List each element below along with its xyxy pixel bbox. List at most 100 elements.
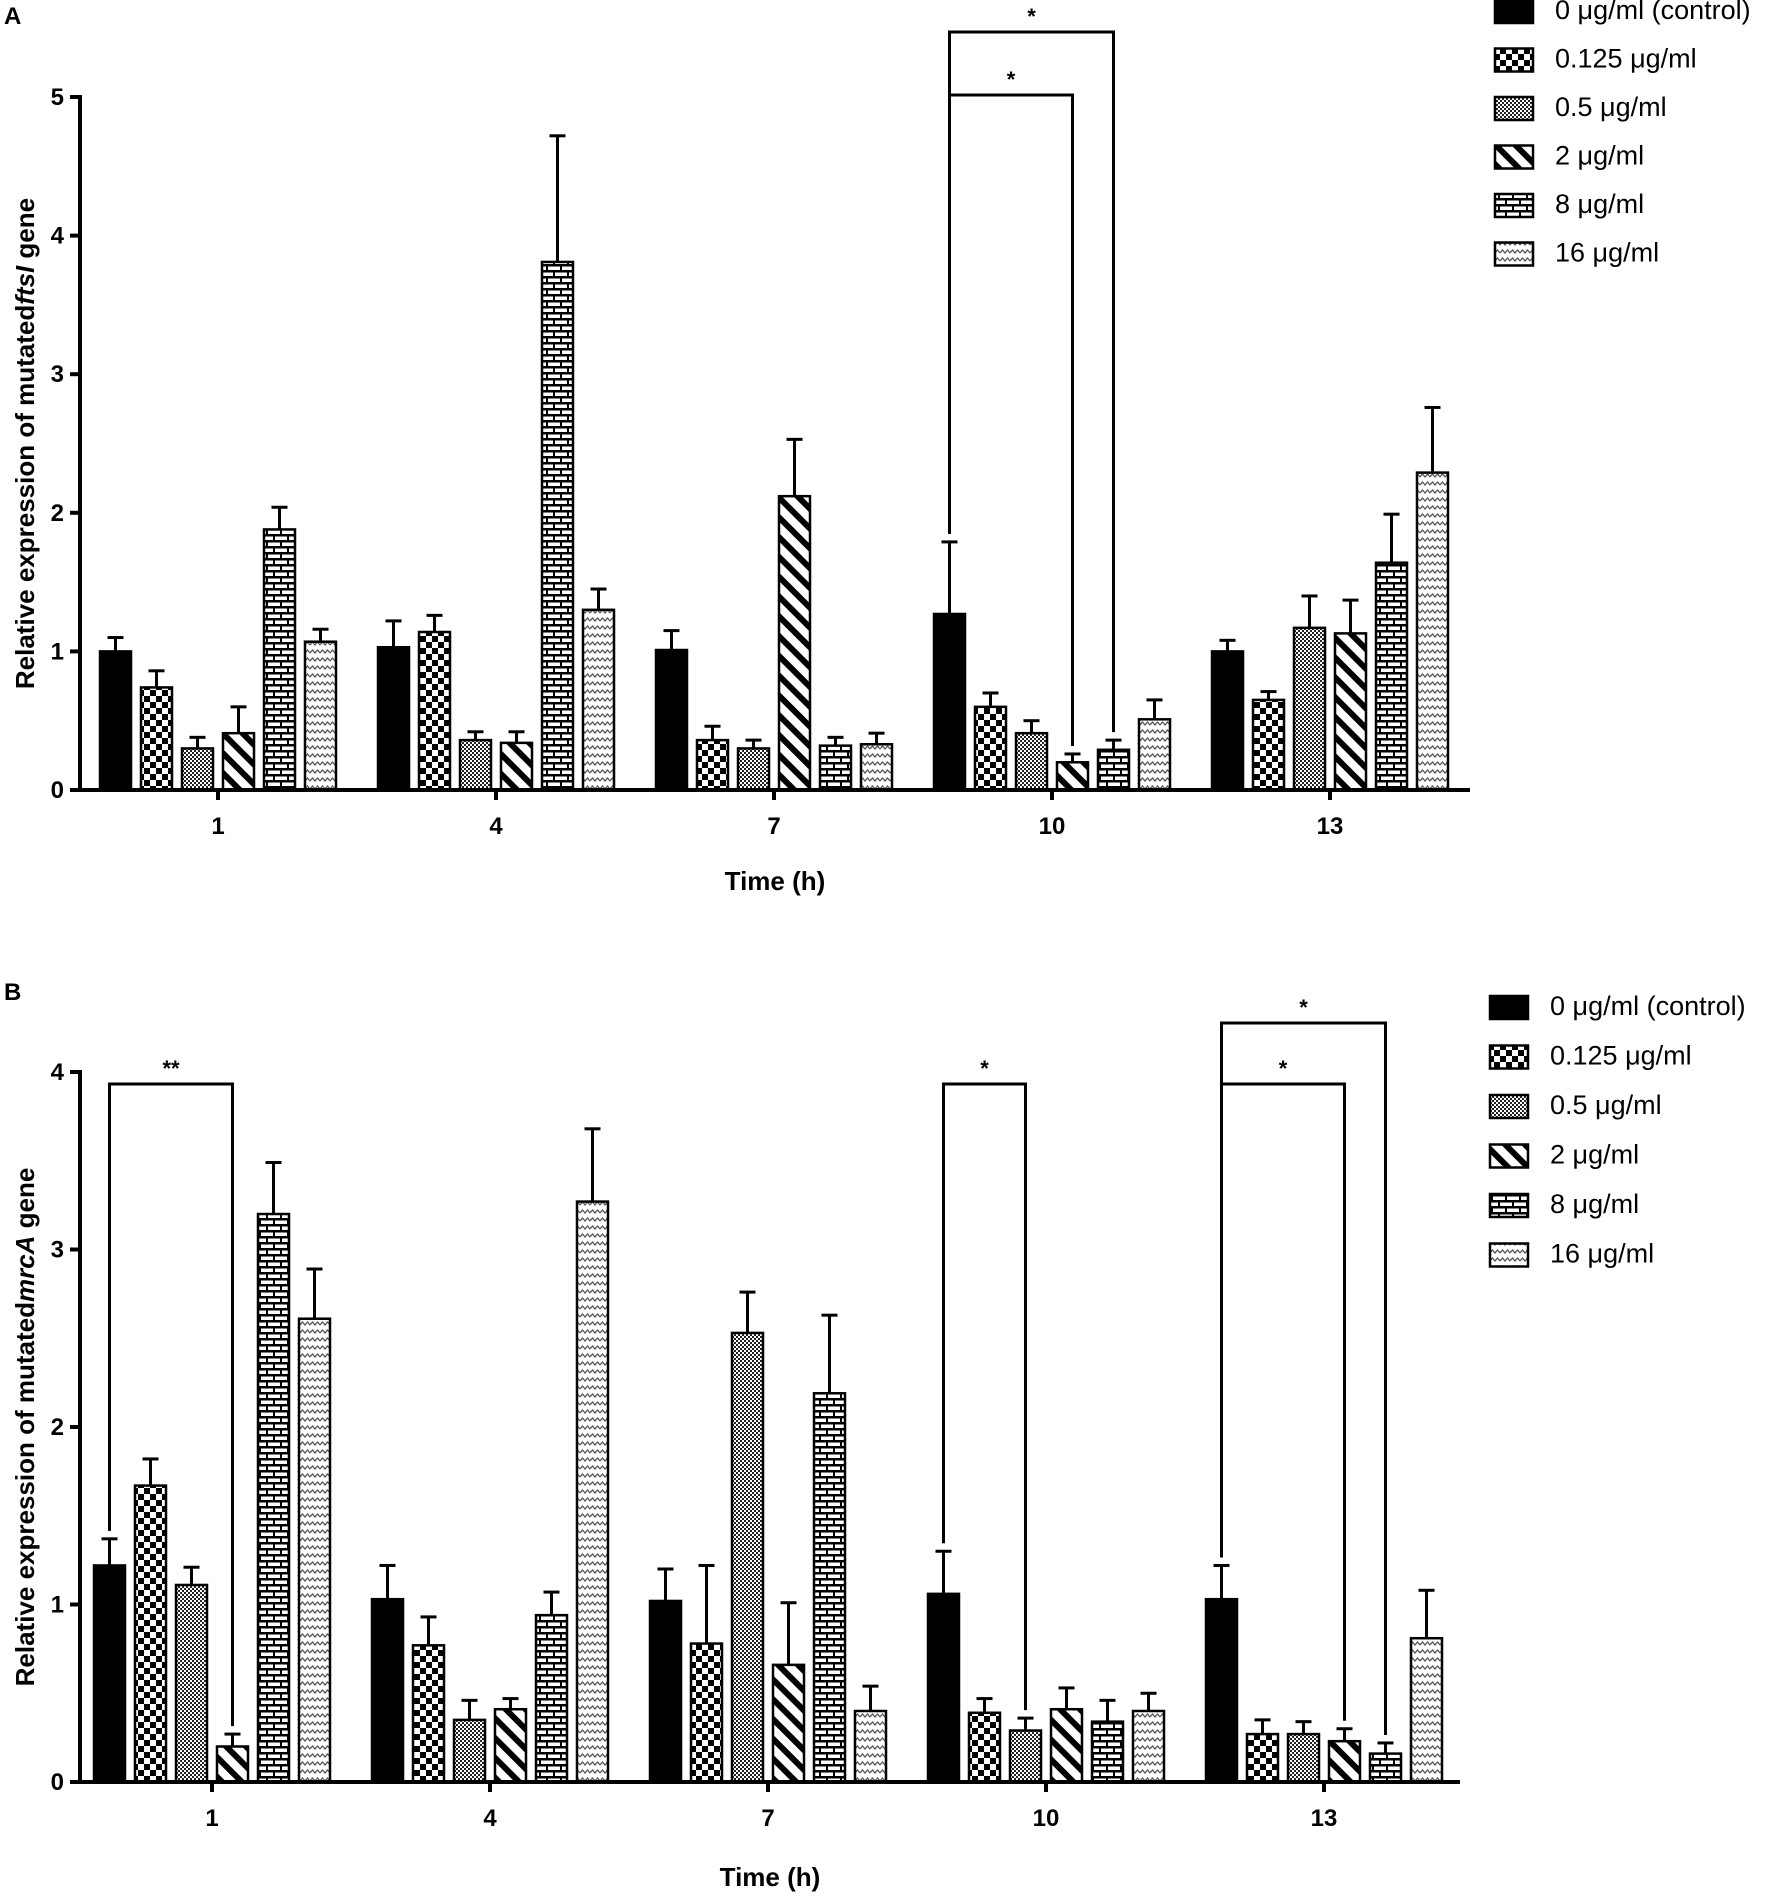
- y-tick-label: 2: [51, 500, 64, 527]
- y-axis-title-gene: mrcA: [10, 1236, 40, 1302]
- x-axis-title: Time (h): [725, 866, 826, 896]
- bar: [1333, 632, 1368, 792]
- legend-label: 0.125 μg/ml: [1550, 1041, 1692, 1071]
- y-tick-label: 3: [51, 1237, 64, 1264]
- legend: 0 μg/ml (control) 0.125 μg/ml 0.5 μg/ml 2 μ…: [1493, 0, 1751, 268]
- bar: [932, 612, 967, 792]
- bar: [859, 743, 894, 792]
- bar: [493, 1707, 528, 1784]
- significance-bracket: [108, 1082, 234, 1727]
- bar: [575, 1200, 610, 1784]
- y-tick-label: 0: [51, 1769, 64, 1796]
- significance-bracket: [948, 93, 1074, 746]
- y-tick-label: 1: [51, 1592, 64, 1619]
- legend-swatch: [1488, 1044, 1530, 1070]
- legend-label: 0.125 μg/ml: [1555, 44, 1697, 74]
- significance-label: *: [980, 1056, 989, 1081]
- bar: [1055, 761, 1090, 792]
- bar: [297, 1317, 332, 1784]
- bar: [818, 744, 853, 792]
- bar: [695, 738, 730, 792]
- legend-label: 16 μg/ml: [1555, 238, 1659, 268]
- bar: [376, 645, 411, 792]
- bar: [973, 705, 1008, 792]
- bar: [180, 747, 215, 792]
- significance-label: *: [1279, 1056, 1288, 1081]
- bar: [458, 738, 493, 792]
- bar: [215, 1745, 250, 1784]
- x-tick-label: 10: [1033, 1805, 1060, 1832]
- significance-label: *: [1299, 995, 1308, 1020]
- significance-bracket: [942, 1082, 1027, 1711]
- x-tick-label: 13: [1317, 813, 1344, 840]
- legend-label: 8 μg/ml: [1555, 189, 1644, 219]
- x-tick-label: 10: [1039, 813, 1066, 840]
- bar: [1368, 1752, 1403, 1784]
- bar: [1292, 626, 1327, 792]
- legend-swatch: [1493, 47, 1535, 73]
- panel-A: A 0 1 2 3 4 5 1 4 7 10 13 Time (h) Relative expressio…: [4, 0, 1751, 896]
- legend-swatch: [1493, 144, 1535, 170]
- bar: [139, 686, 174, 792]
- bar: [654, 648, 689, 792]
- bar: [411, 1644, 446, 1784]
- bar: [452, 1718, 487, 1784]
- bar: [1327, 1739, 1362, 1784]
- y-tick-label: 2: [51, 1414, 64, 1441]
- bar: [221, 731, 256, 792]
- x-tick-label: 4: [483, 1805, 497, 1832]
- bar: [853, 1709, 888, 1784]
- y-tick-label: 1: [51, 638, 64, 665]
- legend: 0 μg/ml (control) 0.125 μg/ml 0.5 μg/ml 2 μ…: [1488, 991, 1746, 1269]
- bar: [1415, 471, 1450, 792]
- bar: [92, 1564, 127, 1784]
- legend-label: 0 μg/ml (control): [1555, 0, 1751, 25]
- bar: [736, 747, 771, 792]
- bar: [1090, 1720, 1125, 1784]
- legend-swatch: [1488, 1192, 1530, 1219]
- bar: [262, 528, 297, 792]
- panel-letter: A: [4, 3, 21, 30]
- bar: [1204, 1597, 1239, 1784]
- legend-swatch: [1493, 241, 1535, 267]
- legend-label: 16 μg/ml: [1550, 1239, 1654, 1269]
- bar: [133, 1484, 168, 1784]
- legend-swatch: [1493, 192, 1535, 219]
- x-tick-label: 1: [211, 813, 224, 840]
- bar: [1251, 698, 1286, 792]
- bar: [499, 741, 534, 792]
- legend-label: 2 μg/ml: [1555, 141, 1644, 171]
- panel-letter: B: [4, 979, 21, 1006]
- bar: [1286, 1732, 1321, 1784]
- y-axis-title-suffix: gene: [10, 1168, 40, 1236]
- bar: [730, 1331, 765, 1784]
- bar: [581, 608, 616, 792]
- y-axis-title-suffix: gene: [10, 198, 40, 266]
- legend-label: 0 μg/ml (control): [1550, 991, 1746, 1021]
- legend-swatch: [1493, 95, 1535, 122]
- significance-bracket: [1220, 1021, 1387, 1735]
- x-tick-label: 7: [767, 813, 780, 840]
- significance-bracket: [1220, 1082, 1346, 1721]
- bar: [256, 1212, 291, 1784]
- bar: [1374, 561, 1409, 792]
- y-tick-label: 4: [51, 223, 65, 250]
- bar: [1096, 748, 1131, 792]
- significance-label: **: [162, 1056, 180, 1081]
- bar: [1409, 1636, 1444, 1784]
- bar: [689, 1642, 724, 1784]
- bar: [1008, 1729, 1043, 1784]
- bar: [926, 1592, 961, 1784]
- significance-bracket: [948, 30, 1115, 733]
- x-tick-label: 1: [205, 1805, 218, 1832]
- significance-label: *: [1007, 67, 1016, 92]
- x-axis-title: Time (h): [720, 1862, 821, 1892]
- y-tick-label: 3: [51, 361, 64, 388]
- legend-swatch: [1488, 1093, 1530, 1120]
- x-tick-label: 13: [1311, 1805, 1338, 1832]
- bar: [1049, 1707, 1084, 1784]
- legend-swatch: [1488, 1143, 1530, 1169]
- y-tick-label: 4: [51, 1059, 65, 1086]
- bar: [967, 1711, 1002, 1784]
